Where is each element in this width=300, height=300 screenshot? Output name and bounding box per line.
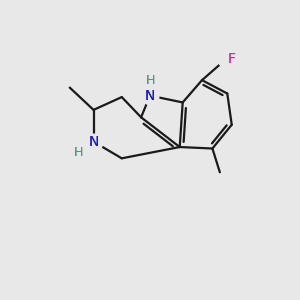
Text: N: N xyxy=(145,88,155,103)
Text: H: H xyxy=(74,146,83,159)
Text: H: H xyxy=(145,74,155,87)
Text: N: N xyxy=(88,135,99,149)
Text: N: N xyxy=(145,88,155,103)
Text: H: H xyxy=(74,146,83,159)
Text: F: F xyxy=(227,52,235,66)
Text: F: F xyxy=(227,52,235,66)
Text: H: H xyxy=(145,74,155,87)
Text: N: N xyxy=(88,135,99,149)
